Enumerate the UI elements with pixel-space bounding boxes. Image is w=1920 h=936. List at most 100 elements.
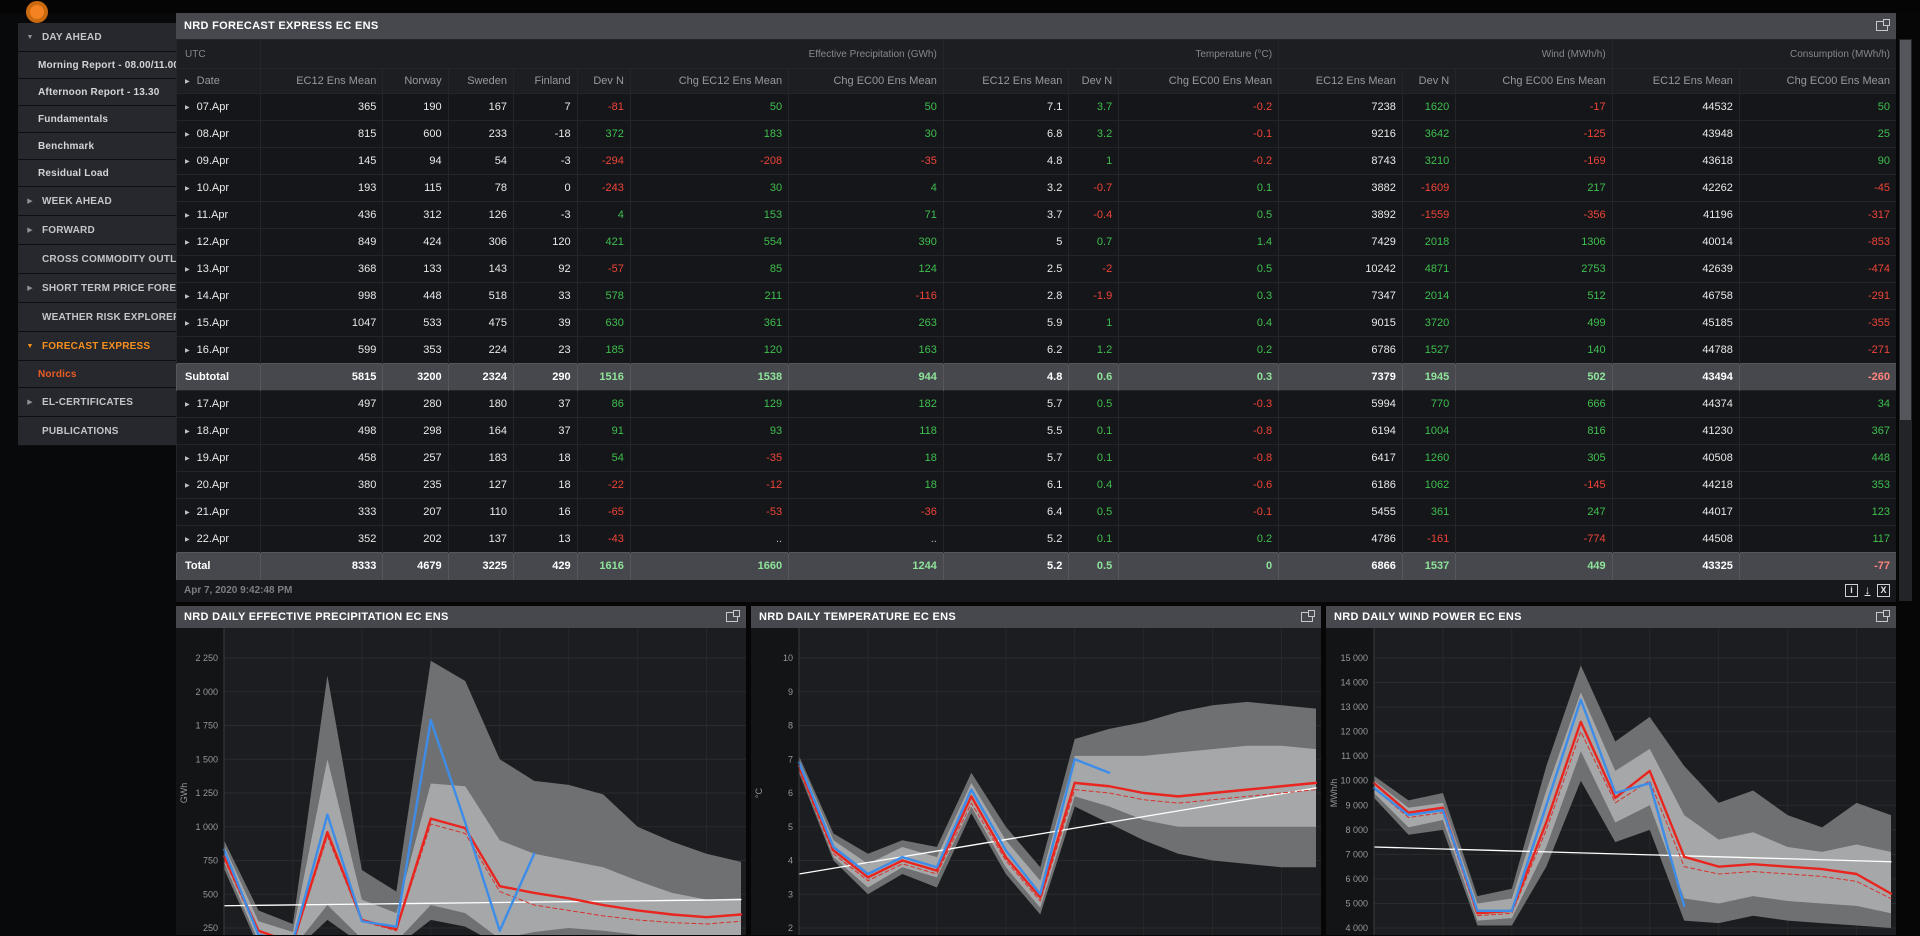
sidebar-item-week-ahead[interactable]: ▶ WEEK AHEAD — [18, 187, 176, 216]
expand-all-icon[interactable]: ▶ — [185, 79, 190, 85]
table-scrollbar[interactable] — [1899, 39, 1912, 601]
column-header-ec12-ens-mean[interactable]: EC12 Ens Mean — [942, 68, 1069, 94]
value-cell: 54 — [576, 444, 631, 472]
column-header-chg-ec12-ens-mean[interactable]: Chg EC12 Ens Mean — [629, 68, 789, 94]
row-expand-icon[interactable]: ▶ — [185, 132, 190, 138]
column-header-norway[interactable]: Norway — [382, 68, 449, 94]
value-cell: -0.2 — [1118, 147, 1279, 175]
row-expand-icon[interactable]: ▶ — [185, 213, 190, 219]
svg-text:750: 750 — [203, 855, 218, 865]
row-expand-icon[interactable]: ▶ — [185, 105, 190, 111]
value-cell: 4.8 — [942, 147, 1069, 175]
value-cell: 233 — [447, 120, 514, 148]
column-header-date[interactable]: ▶ Date — [175, 68, 261, 94]
excel-export-icon[interactable]: X — [1877, 584, 1890, 597]
sidebar-item-short-term-price-forecast[interactable]: ▶ SHORT TERM PRICE FORECAST — [18, 274, 204, 303]
row-expand-icon[interactable]: ▶ — [185, 159, 190, 165]
table-row: ▶ 10.Apr 193 115 78 0 -243 30 4 3.2 -0.7 0.1 3882 -16… — [175, 174, 1896, 202]
date-cell: ▶ 18.Apr — [175, 417, 261, 445]
column-header-chg-ec00-ens-mean[interactable]: Chg EC00 Ens Mean — [1738, 68, 1896, 94]
sidebar-item-residual-load[interactable]: Residual Load — [18, 160, 176, 187]
value-cell: 257 — [382, 444, 449, 472]
column-header-chg-ec00-ens-mean[interactable]: Chg EC00 Ens Mean — [1455, 68, 1613, 94]
info-icon[interactable]: i — [1845, 584, 1858, 597]
column-header-ec12-ens-mean[interactable]: EC12 Ens Mean — [260, 68, 383, 94]
table-row: ▶ 16.Apr 599 353 224 23 185 120 163 6.2 1.2 0.2 6786… — [175, 336, 1896, 364]
column-header-dev-n[interactable]: Dev N — [1068, 68, 1119, 94]
total-row: Total 8333 4679 3225 429 1616 1660 1244 5.2 0.5 0 6… — [175, 552, 1896, 580]
sidebar-item-el-certificates[interactable]: ▶ EL-CERTIFICATES — [18, 388, 176, 417]
sidebar-item-afternoon-report-13-30[interactable]: Afternoon Report - 13.30 — [18, 79, 176, 106]
table-scrollbar-thumb[interactable] — [1900, 40, 1911, 420]
value-cell: 353 — [1738, 471, 1896, 499]
value-cell: 458 — [260, 444, 383, 472]
value-cell: 298 — [382, 417, 449, 445]
svg-text:3: 3 — [788, 889, 793, 899]
sidebar-item-forecast-express[interactable]: ▼ FORECAST EXPRESS — [18, 332, 176, 361]
column-header-finland[interactable]: Finland — [512, 68, 578, 94]
value-cell: -77 — [1738, 552, 1896, 580]
value-cell: 43494 — [1611, 363, 1740, 391]
sidebar-item-label: EL-CERTIFICATES — [42, 396, 134, 408]
column-header-dev-n[interactable]: Dev N — [1401, 68, 1456, 94]
date-cell: ▶ 13.Apr — [175, 255, 261, 283]
column-header-ec12-ens-mean[interactable]: EC12 Ens Mean — [1611, 68, 1740, 94]
row-expand-icon[interactable]: ▶ — [185, 456, 190, 462]
sidebar-item-morning-report-08-00-11-00[interactable]: Morning Report - 08.00/11.00 — [18, 52, 179, 79]
value-cell: 599 — [260, 336, 383, 364]
value-cell: 25 — [1738, 120, 1896, 148]
row-expand-icon[interactable]: ▶ — [185, 321, 190, 327]
download-icon[interactable]: ↓ — [1864, 583, 1871, 597]
app-logo[interactable] — [26, 1, 48, 23]
value-cell: 37 — [512, 417, 578, 445]
value-cell: 421 — [576, 228, 631, 256]
row-expand-icon[interactable]: ▶ — [185, 348, 190, 354]
sidebar-item-label: WEATHER RISK EXPLORER — [42, 311, 181, 323]
sidebar-item-weather-risk-explorer[interactable]: WEATHER RISK EXPLORER — [18, 303, 180, 332]
sidebar-item-nordics[interactable]: Nordics — [18, 361, 176, 388]
value-cell: 263 — [788, 309, 944, 337]
sidebar-item-forward[interactable]: ▶ FORWARD — [18, 216, 176, 245]
chevron-down-icon[interactable]: ▼ — [26, 342, 34, 350]
row-expand-icon[interactable]: ▶ — [185, 267, 190, 273]
chevron-right-icon[interactable]: ▶ — [27, 285, 33, 292]
row-expand-icon[interactable]: ▶ — [185, 240, 190, 246]
value-cell: -57 — [576, 255, 631, 283]
chevron-right-icon[interactable]: ▶ — [27, 399, 33, 406]
popout-icon[interactable] — [1876, 609, 1890, 622]
value-cell: 475 — [447, 309, 514, 337]
popout-icon[interactable] — [726, 609, 740, 622]
popout-icon[interactable] — [1301, 609, 1315, 622]
sidebar-item-publications[interactable]: PUBLICATIONS — [18, 417, 176, 446]
column-header-chg-ec00-ens-mean[interactable]: Chg EC00 Ens Mean — [1118, 68, 1279, 94]
sidebar-item-cross-commodity-outlook[interactable]: CROSS COMMODITY OUTLOOK — [18, 245, 200, 274]
sidebar-item-benchmark[interactable]: Benchmark — [18, 133, 176, 160]
row-expand-icon[interactable]: ▶ — [185, 294, 190, 300]
chevron-right-icon[interactable]: ▶ — [27, 198, 33, 205]
sidebar-item-label: DAY AHEAD — [42, 31, 102, 43]
value-cell: 5 — [942, 228, 1069, 256]
column-header-sweden[interactable]: Sweden — [447, 68, 514, 94]
date-label: 16.Apr — [196, 344, 230, 356]
chevron-right-icon[interactable]: ▶ — [27, 227, 33, 234]
chevron-down-icon[interactable]: ▼ — [26, 33, 34, 41]
date-label: 19.Apr — [196, 452, 230, 464]
value-cell: 85 — [629, 255, 789, 283]
date-cell: ▶ 21.Apr — [175, 498, 261, 526]
row-expand-icon[interactable]: ▶ — [185, 537, 190, 543]
popout-icon[interactable] — [1876, 19, 1890, 31]
value-cell: 0.7 — [1068, 228, 1119, 256]
column-header-dev-n[interactable]: Dev N — [576, 68, 631, 94]
row-expand-icon[interactable]: ▶ — [185, 186, 190, 192]
row-expand-icon[interactable]: ▶ — [185, 483, 190, 489]
sidebar-item-day-ahead[interactable]: ▼ DAY AHEAD — [18, 23, 176, 52]
value-cell: 7347 — [1278, 282, 1403, 310]
value-cell: -18 — [512, 120, 578, 148]
row-expand-icon[interactable]: ▶ — [185, 510, 190, 516]
value-cell: 23 — [512, 336, 578, 364]
row-expand-icon[interactable]: ▶ — [185, 402, 190, 408]
column-header-ec12-ens-mean[interactable]: EC12 Ens Mean — [1278, 68, 1403, 94]
column-header-chg-ec00-ens-mean[interactable]: Chg EC00 Ens Mean — [788, 68, 944, 94]
sidebar-item-fundamentals[interactable]: Fundamentals — [18, 106, 176, 133]
row-expand-icon[interactable]: ▶ — [185, 429, 190, 435]
